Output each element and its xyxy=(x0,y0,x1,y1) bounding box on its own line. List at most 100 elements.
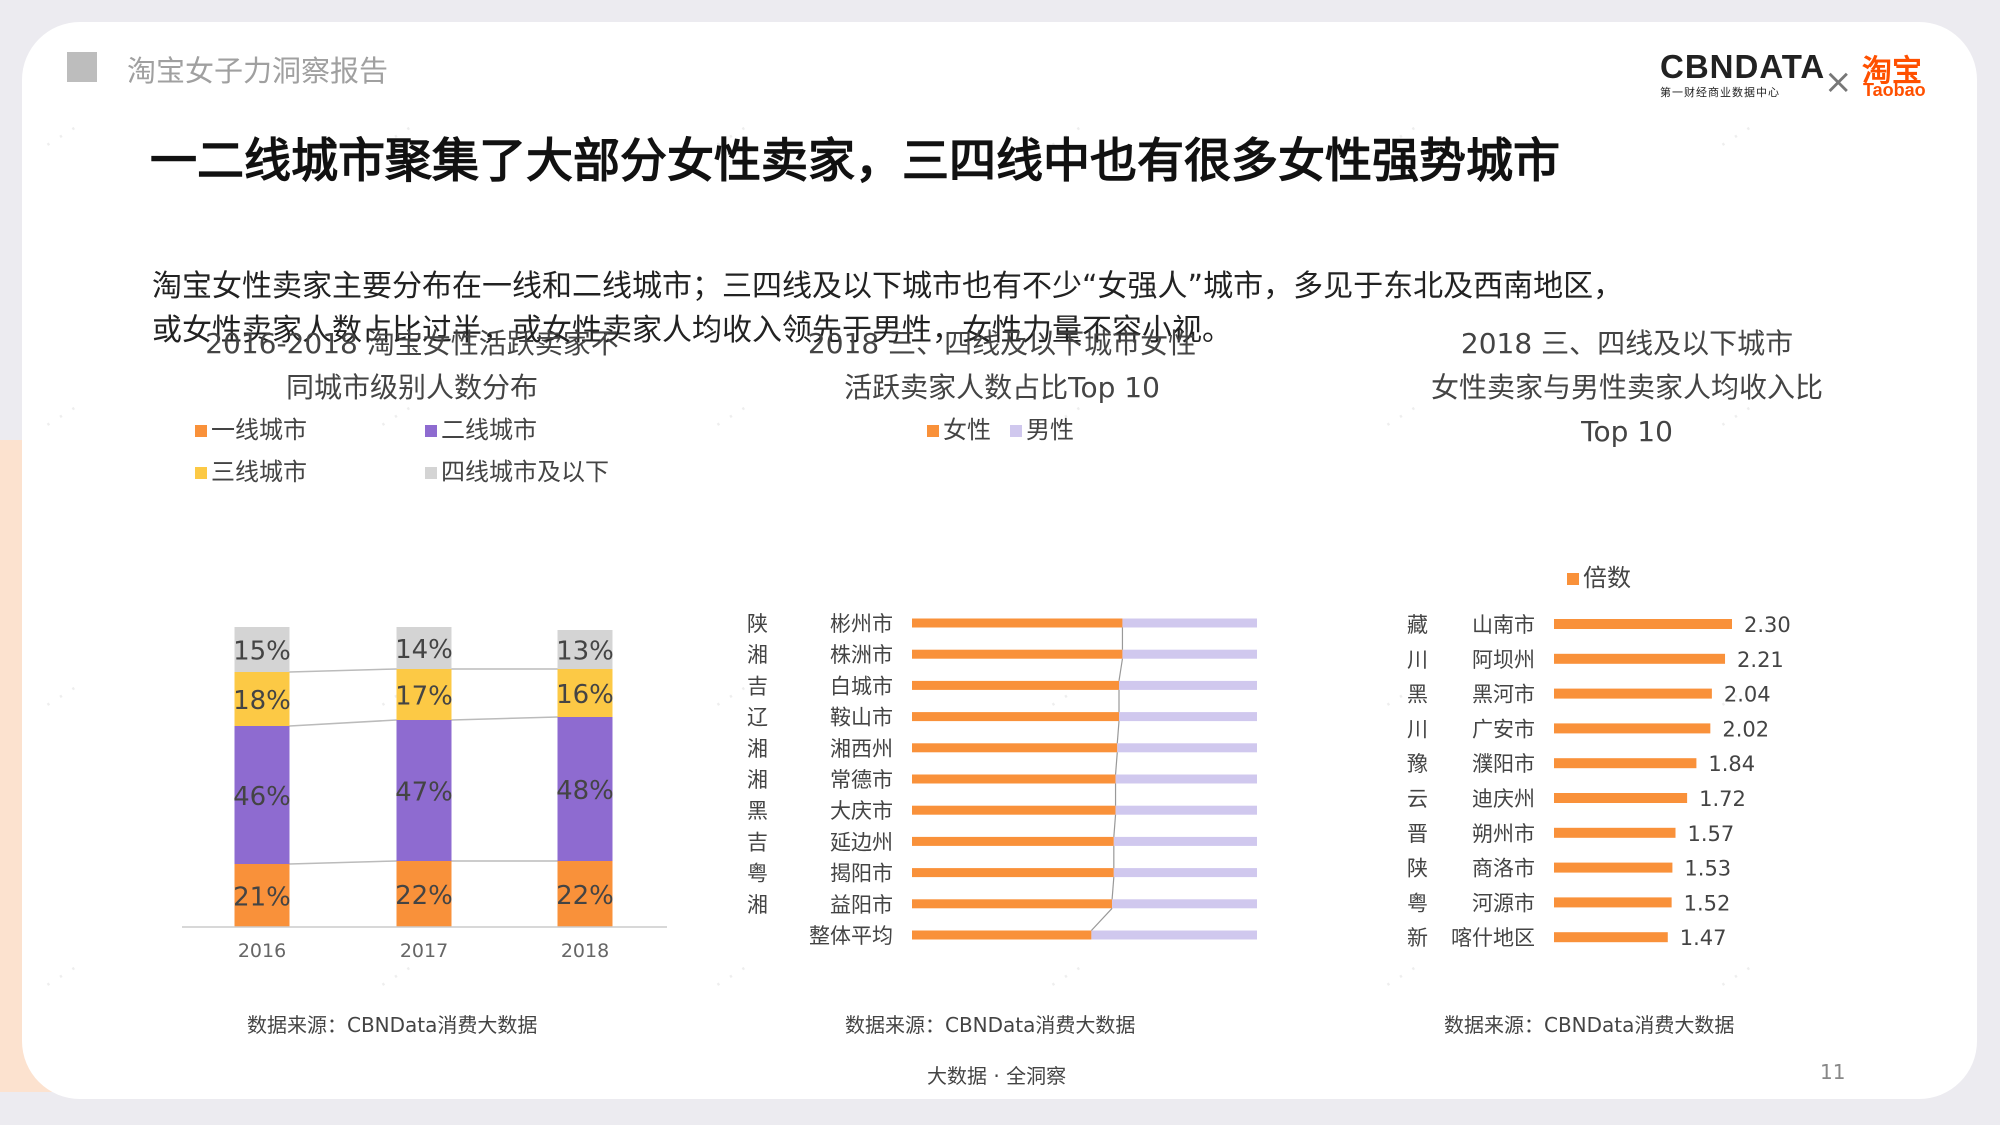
chart3-province-label: 黑 xyxy=(1407,683,1428,707)
chart1-legend-label-3: 三线城市 xyxy=(211,458,307,486)
chart1-bar-2017-2 xyxy=(396,720,452,861)
chart2-bar-female xyxy=(912,805,1116,815)
chart1-x-tick-label: 2018 xyxy=(561,940,609,962)
intro-line-1: 淘宝女性卖家主要分布在一线和二线城市；三四线及以下城市也有不少“女强人”城市，多… xyxy=(152,269,1624,304)
chart1-bar-2016-4 xyxy=(234,627,290,672)
chart3-data-label: 1.72 xyxy=(1699,787,1746,811)
chart2-connector-line xyxy=(1090,907,1113,931)
chart1-connector-line xyxy=(289,668,397,673)
chart3-province-label: 新 xyxy=(1407,926,1428,950)
legend-swatch xyxy=(1010,425,1022,437)
chart3-city-label: 迪庆州 xyxy=(1472,787,1535,811)
chart1-connector-line xyxy=(289,860,397,865)
chart1-legend-label-2: 二线城市 xyxy=(441,416,537,444)
chart3-bar xyxy=(1554,827,1676,838)
chart1-stacked-bar: 21% 46% 18% 15% 22% 47% 17% 14% 22% 48% 16% 13% 2016… xyxy=(182,627,667,962)
chart2-province-label: 辽 xyxy=(747,706,768,730)
chart3-city-label: 濮阳市 xyxy=(1472,752,1535,776)
chart3-bar xyxy=(1554,932,1668,943)
chart3-data-label: 1.57 xyxy=(1688,822,1735,846)
chart3-source: 数据来源：CBNData消费大数据 xyxy=(1444,1013,1735,1037)
chart1-data-label: 16% xyxy=(556,680,614,710)
chart2-title: 2018 三、四线及以下城市女性 活跃卖家人数占比Top 10 xyxy=(742,322,1262,410)
chart2-bar-female xyxy=(912,712,1119,722)
slide-card: · · · · · · · · · · · · · · · · · · · · · · · ·… xyxy=(22,22,1977,1099)
chart2-bar-female xyxy=(912,680,1119,690)
chart3-legend-item-1: 倍数 xyxy=(1567,558,1631,593)
chart2-city-label: 彬州市 xyxy=(830,612,893,636)
chart2-connector-line xyxy=(1114,752,1118,775)
chart1-bar-2016-1 xyxy=(234,864,290,927)
chart2-bar-female xyxy=(912,836,1114,846)
chart2-bar-male xyxy=(1115,805,1257,815)
chart3-data-label: 1.53 xyxy=(1684,857,1731,881)
chart1-bar-2017-4 xyxy=(396,627,452,669)
chart3-province-label: 陕 xyxy=(1407,857,1428,881)
chart1-legend-item-4: 四线城市及以下 xyxy=(425,452,609,487)
chart3-city-label: 商洛市 xyxy=(1472,857,1535,881)
legend-swatch xyxy=(195,425,207,437)
chart3-city-label: 广安市 xyxy=(1472,717,1535,741)
intro-line-2: 或女性卖家人数占比过半，或女性卖家人均收入领先于男性，女性力量不容小视。 xyxy=(152,313,1232,348)
chart2-horizontal-stacked-bar: 陕彬州市湘 株洲市吉 白城市辽 鞍山市湘 湘西州湘 常德市黑 大庆市吉 延边州粤 揭阳市湘 益阳市… xyxy=(747,612,1257,948)
chart2-city-label: 常德市 xyxy=(830,768,893,792)
chart3-title: 2018 三、四线及以下城市 女性卖家与男性卖家人均收入比 Top 10 xyxy=(1367,322,1887,454)
chart2-bar-female xyxy=(912,774,1116,784)
header-square-icon xyxy=(67,52,97,82)
chart1-title: 2016-2018 淘宝女性活跃卖家不 同城市级别人数分布 xyxy=(152,322,672,410)
chart1-bar-2016-2 xyxy=(234,726,290,864)
chart2-province-label: 湘 xyxy=(747,768,768,792)
chart1-legend-label-1: 一线城市 xyxy=(211,416,307,444)
watermark-pattern: · · · xyxy=(37,954,84,997)
chart1-data-label: 22% xyxy=(395,881,453,911)
chart2-city-label: 整体平均 xyxy=(809,924,893,948)
page-number: 11 xyxy=(1820,1060,1846,1084)
chart2-city-label: 株洲市 xyxy=(830,643,893,667)
chart3-legend-label-1: 倍数 xyxy=(1583,564,1631,592)
chart1-data-label: 18% xyxy=(233,686,291,716)
chart3-bar xyxy=(1554,793,1688,803)
chart3-data-label: 2.21 xyxy=(1737,648,1784,672)
chart2-bar-male xyxy=(1113,836,1257,846)
chart2-province-label: 吉 xyxy=(747,830,768,854)
chart1-title-line1: 2016-2018 淘宝女性活跃卖家不 xyxy=(205,327,619,360)
chart1-bar-2018-3 xyxy=(557,669,613,717)
chart3-title-line2: 女性卖家与男性卖家人均收入比 xyxy=(1430,371,1823,404)
chart3-city-label: 朔州市 xyxy=(1472,822,1535,846)
chart1-data-label: 48% xyxy=(556,776,614,806)
chart2-bar-male xyxy=(1112,899,1257,909)
chart3-province-label: 藏 xyxy=(1407,613,1428,637)
chart3-data-label: 1.52 xyxy=(1684,891,1731,915)
chart2-bar-female xyxy=(912,899,1113,909)
chart2-bar-male xyxy=(1122,649,1257,659)
chart3-province-label: 川 xyxy=(1407,717,1428,741)
chart1-bar-2016-3 xyxy=(234,672,290,726)
chart1-legend-item-1: 一线城市 xyxy=(195,410,307,445)
chart1-x-tick-label: 2016 xyxy=(238,940,286,962)
chart1-bar-2018-2 xyxy=(557,717,613,861)
chart3-data-label: 2.04 xyxy=(1724,683,1771,707)
chart2-legend-label-1: 女性 xyxy=(943,416,991,444)
chart1-bar-2017-1 xyxy=(396,861,452,927)
chart1-source: 数据来源：CBNData消费大数据 xyxy=(247,1013,538,1037)
chart1-connector-line xyxy=(451,716,558,721)
chart3-province-label: 豫 xyxy=(1407,752,1428,776)
chart1-x-tick-label: 2017 xyxy=(400,940,448,962)
chart1-data-label: 22% xyxy=(556,881,614,911)
chart2-city-label: 益阳市 xyxy=(830,893,893,917)
chart2-connector-line xyxy=(1118,658,1124,681)
chart3-bar xyxy=(1554,723,1711,734)
chart3-province-label: 粤 xyxy=(1407,891,1428,915)
chart3-data-label: 1.84 xyxy=(1708,752,1755,776)
chart1-legend-item-2: 二线城市 xyxy=(425,410,537,445)
chart3-province-label: 晋 xyxy=(1407,822,1428,846)
logo-cross-icon: × xyxy=(1824,62,1853,102)
legend-swatch xyxy=(425,425,437,437)
chart3-city-label: 山南市 xyxy=(1472,613,1535,637)
chart3-bar xyxy=(1554,862,1673,873)
chart2-province-label: 陕 xyxy=(747,612,768,636)
chart1-data-label: 14% xyxy=(395,635,453,665)
chart3-bar xyxy=(1554,688,1712,699)
chart2-bar-female xyxy=(912,930,1092,940)
